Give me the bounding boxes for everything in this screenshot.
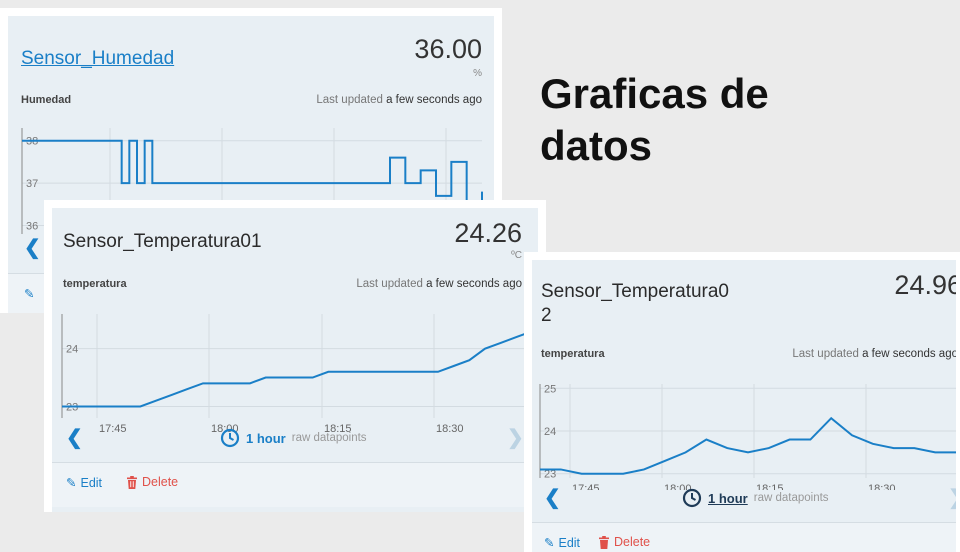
x-tick-label: 17:45 — [572, 483, 600, 490]
temperatura01-range-selector[interactable]: 1 hour raw datapoints — [220, 428, 367, 448]
y-tick-label: 23 — [66, 401, 78, 413]
sensor-temperatura02-title[interactable]: Sensor_Temperatura0 2 — [541, 281, 729, 326]
temperatura02-chart: 25 24 23 17:45 18:00 18:15 18:30 — [539, 383, 956, 490]
pencil-icon: ✎ — [544, 536, 555, 550]
x-tick-label: 17:45 — [99, 423, 127, 435]
x-tick-label: 18:00 — [211, 423, 239, 435]
y-tick-label: 37 — [26, 178, 38, 190]
series-line — [540, 416, 956, 475]
temperatura01-delete-button[interactable]: Delete — [126, 475, 178, 489]
slide-heading-line2: datos — [540, 122, 653, 169]
temperatura02-edit-button[interactable]: ✎ Edit — [544, 535, 581, 551]
sensor-temperatura02-card: Sensor_Temperatura0 2 24.96 temperatura … — [524, 252, 960, 552]
y-tick-label: 24 — [544, 426, 556, 438]
clock-icon — [220, 428, 240, 448]
x-tick-label: 18:00 — [664, 483, 692, 490]
sensor-temperatura01-value: 24.26 — [454, 218, 522, 248]
sensor-temperatura01-card: Sensor_Temperatura01 24.26 ºC temperatur… — [44, 200, 546, 512]
humedad-prev-arrow[interactable]: ❮ — [24, 237, 41, 259]
sensor-temperatura02-value: 24.96 — [894, 270, 956, 300]
trash-icon — [127, 475, 137, 489]
sensor-humedad-unit: % — [473, 68, 482, 79]
slide-heading-line1: Graficas de — [540, 70, 769, 117]
x-tick-label: 18:15 — [324, 423, 352, 435]
trash-icon — [599, 535, 609, 549]
x-tick-label: 18:15 — [756, 483, 784, 490]
temperatura02-range-selector[interactable]: 1 hour raw datapoints — [682, 488, 829, 508]
temperatura01-range-label[interactable]: 1 hour — [246, 430, 286, 446]
series-line — [62, 330, 533, 408]
clock-icon — [682, 488, 702, 508]
sensor-humedad-value: 36.00 — [414, 34, 482, 64]
sensor-temperatura02-last-updated: Last updated a few seconds ago — [792, 348, 956, 360]
temperatura01-prev-arrow[interactable]: ❮ — [66, 427, 83, 449]
temperatura01-chart: 24 23 17:45 18:00 18:15 18:30 — [61, 314, 533, 435]
temperatura02-next-arrow[interactable]: ❯ — [948, 488, 956, 508]
y-tick-label: 38 — [26, 136, 38, 148]
temperatura01-next-arrow[interactable]: ❯ — [507, 427, 524, 449]
y-tick-label: 23 — [544, 469, 556, 481]
x-tick-label: 18:30 — [868, 483, 896, 490]
slide-heading: Graficas de datos — [540, 68, 840, 172]
sensor-temperatura01-title[interactable]: Sensor_Temperatura01 — [63, 231, 262, 252]
sensor-temperatura01-unit: ºC — [511, 250, 522, 261]
temperatura02-prev-arrow[interactable]: ❮ — [544, 487, 561, 509]
temperatura02-delete-button[interactable]: Delete — [598, 535, 650, 549]
temperatura02-footer: ✎ Edit Delete — [532, 522, 956, 552]
sensor-humedad-last-updated: Last updated a few seconds ago — [316, 94, 482, 106]
series-line — [22, 139, 483, 210]
temperatura01-edit-button[interactable]: ✎ Edit — [66, 475, 103, 491]
temperatura01-footer: ✎ Edit Delete — [52, 462, 538, 507]
pencil-icon: ✎ — [66, 476, 77, 490]
temperatura02-raw-label: raw datapoints — [753, 492, 829, 504]
sensor-humedad-title[interactable]: Sensor_Humedad — [21, 48, 175, 69]
temperatura02-range-label[interactable]: 1 hour — [708, 490, 748, 506]
y-tick-label: 24 — [66, 344, 78, 356]
sensor-humedad-variable: Humedad — [21, 94, 72, 106]
humedad-edit-button[interactable]: ✎ — [24, 286, 34, 301]
x-tick-label: 18:30 — [436, 423, 464, 435]
y-tick-label: 25 — [544, 383, 556, 395]
temperatura01-raw-label: raw datapoints — [291, 432, 367, 444]
pencil-icon: ✎ — [24, 287, 35, 301]
sensor-temperatura01-variable: temperatura — [63, 278, 127, 290]
sensor-temperatura02-variable: temperatura — [541, 348, 605, 360]
sensor-temperatura01-panel: Sensor_Temperatura01 24.26 ºC temperatur… — [52, 208, 538, 512]
sensor-temperatura02-panel: Sensor_Temperatura0 2 24.96 temperatura … — [532, 260, 956, 552]
y-tick-label: 36 — [26, 221, 38, 233]
sensor-temperatura01-last-updated: Last updated a few seconds ago — [356, 278, 522, 290]
